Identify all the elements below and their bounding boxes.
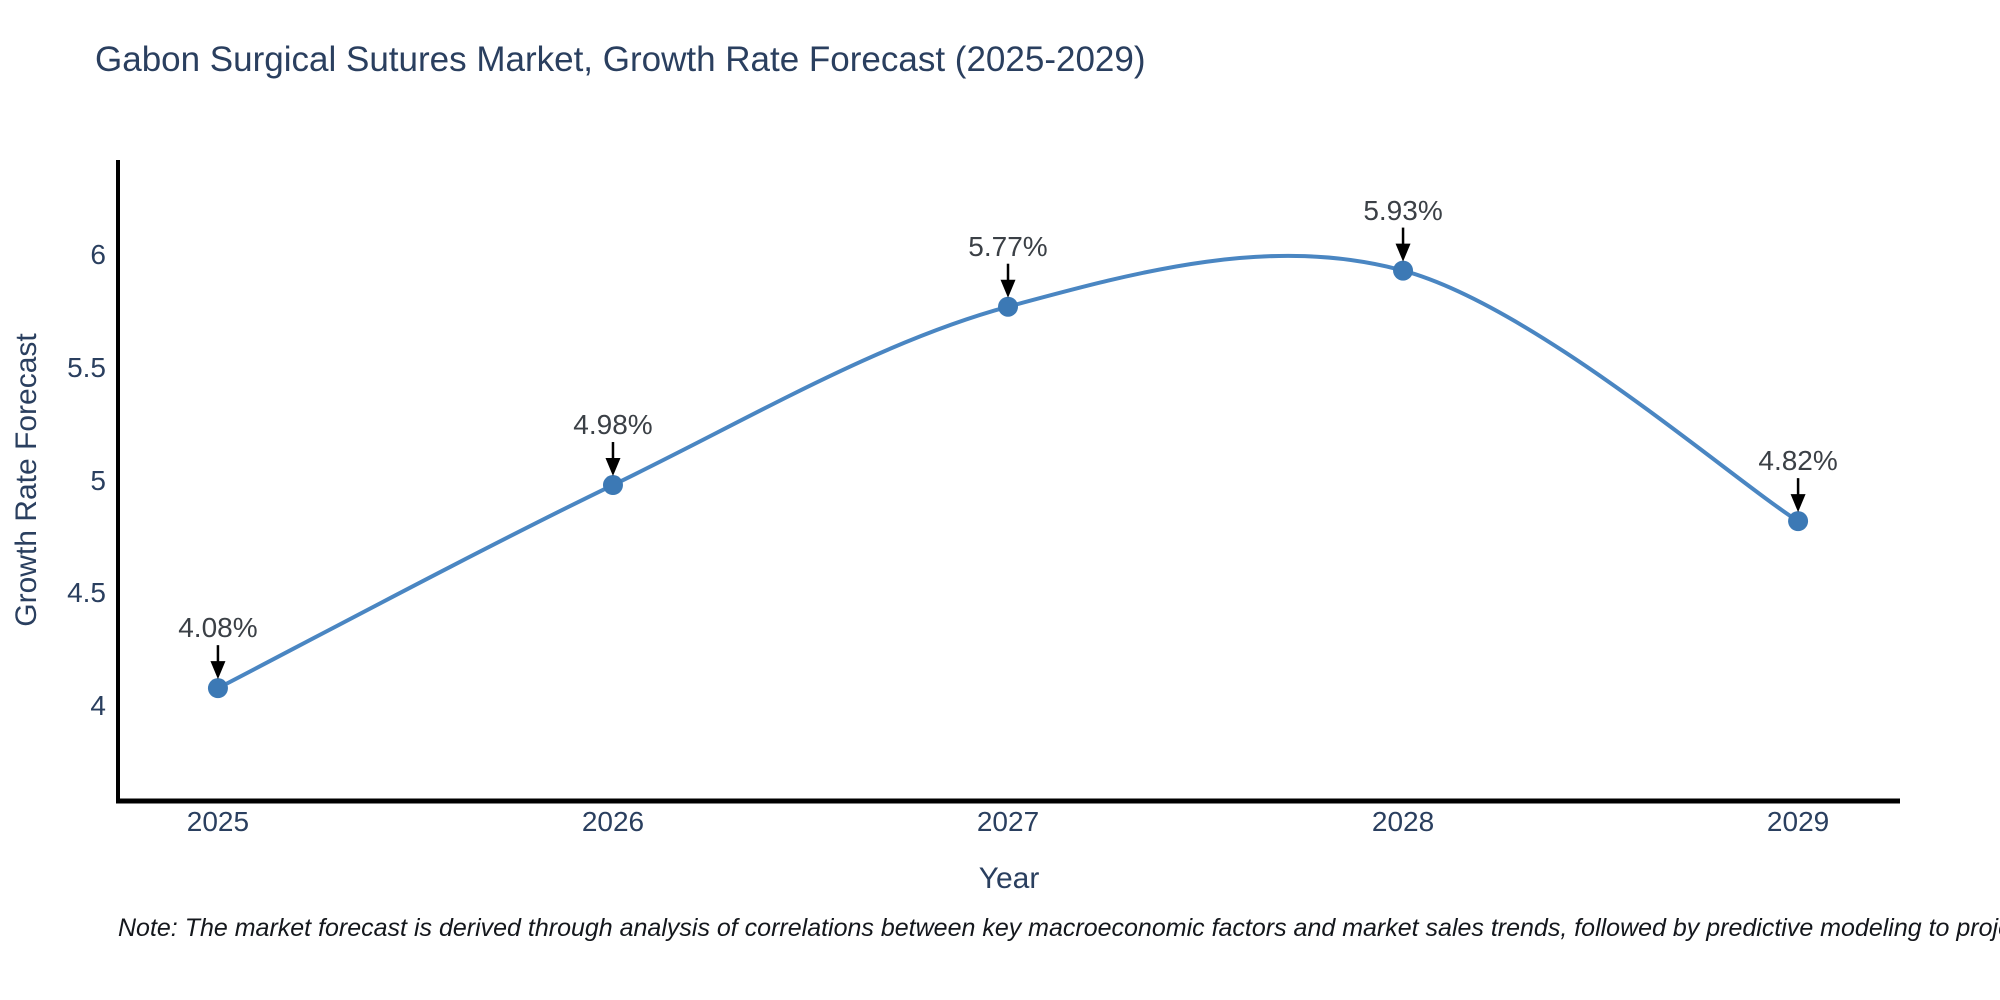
data-point-label: 4.08% (178, 612, 258, 644)
data-point-marker[interactable] (998, 296, 1019, 317)
data-point-label: 5.77% (968, 230, 1048, 262)
annotation-arrow-head (210, 661, 226, 680)
x-tick-label: 2025 (186, 806, 250, 837)
x-tick-label: 2028 (1371, 806, 1435, 837)
y-tick-label: 4.5 (67, 577, 106, 609)
y-tick-label: 5.5 (67, 351, 106, 383)
data-point-marker[interactable] (1393, 260, 1414, 281)
chart-title: Gabon Surgical Sutures Market, Growth Ra… (95, 40, 1146, 79)
annotation-arrow-head (1000, 279, 1016, 298)
annotation-arrow-head (1395, 243, 1411, 262)
footnote: Note: The market forecast is derived thr… (118, 914, 2000, 942)
x-tick-label: 2027 (976, 806, 1040, 837)
x-tick-label: 2026 (581, 806, 645, 837)
data-point-marker[interactable] (1788, 511, 1809, 532)
data-point-label: 4.98% (573, 409, 653, 440)
data-point-label: 5.93% (1363, 194, 1443, 226)
data-point-marker[interactable] (602, 475, 623, 496)
x-tick-label: 2029 (1766, 806, 1830, 837)
x-axis-title: Year (978, 862, 1040, 895)
annotation-arrow-head (1790, 494, 1806, 513)
y-tick-label: 4 (90, 690, 106, 722)
trend-line (215, 253, 1801, 691)
y-tick-label: 6 (90, 238, 106, 270)
annotation-arrow-head (605, 458, 621, 477)
data-point-label: 4.82% (1758, 445, 1838, 477)
y-tick-label: 5 (90, 464, 106, 496)
data-point-marker[interactable] (207, 678, 228, 699)
